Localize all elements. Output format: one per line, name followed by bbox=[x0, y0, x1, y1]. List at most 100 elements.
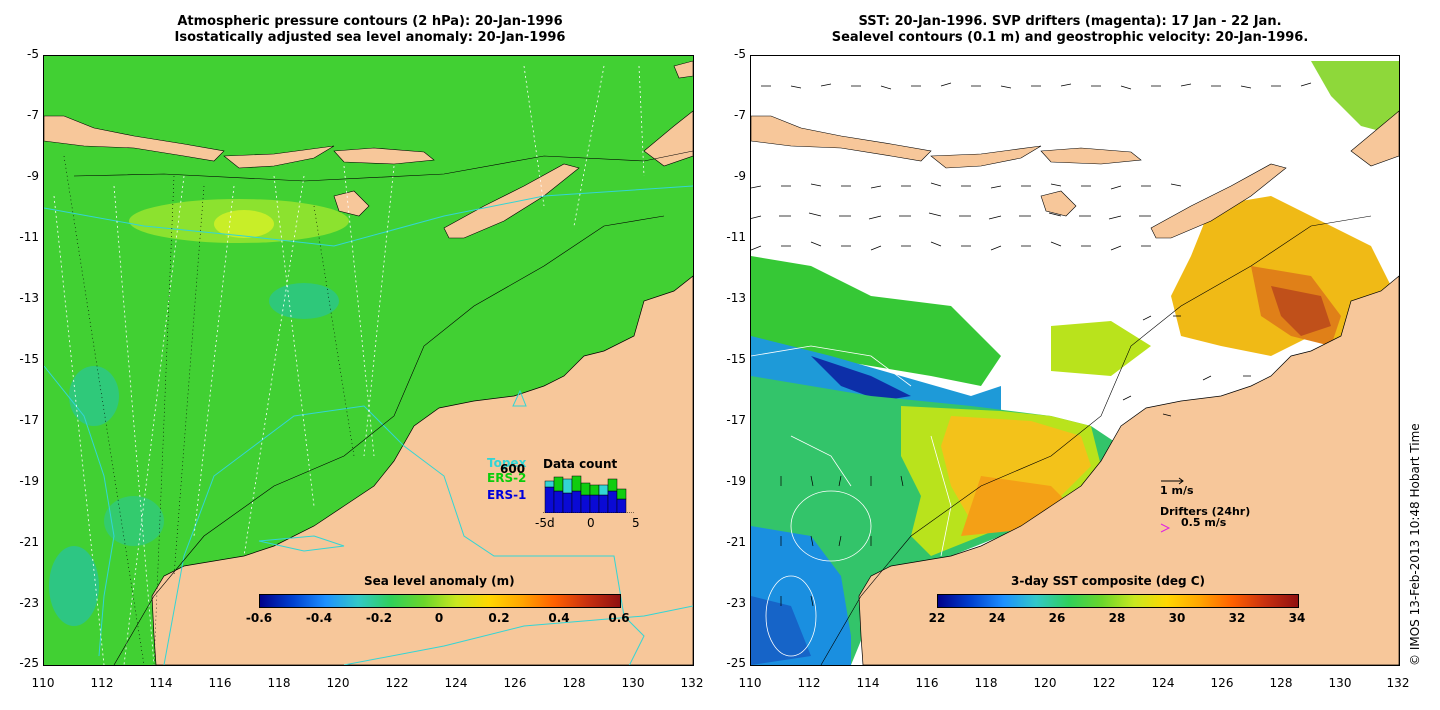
java-island bbox=[44, 115, 225, 162]
right-cbar-tick-5: 32 bbox=[1228, 611, 1246, 625]
left-cbar-tick-3: 0 bbox=[434, 611, 444, 625]
hist-tick-mid: 0 bbox=[587, 516, 595, 530]
right-xtick-11: 132 bbox=[1386, 676, 1410, 690]
left-ytick-0: -5 bbox=[27, 47, 39, 61]
right-xtick-7: 124 bbox=[1151, 676, 1175, 690]
left-xtick-5: 120 bbox=[326, 676, 350, 690]
left-ytick-6: -17 bbox=[19, 413, 39, 427]
left-ytick-1: -7 bbox=[27, 108, 39, 122]
right-xtick-5: 120 bbox=[1033, 676, 1057, 690]
sst-patch-mid-yellow bbox=[1051, 321, 1151, 376]
left-ytick-3: -11 bbox=[19, 230, 39, 244]
left-map-svg bbox=[44, 56, 693, 665]
left-title-line2: Isostatically adjusted sea level anomaly… bbox=[174, 30, 566, 45]
imos-credit: © IMOS 13-Feb-2013 10:48 Hobart Time bbox=[1408, 423, 1422, 666]
left-xtick-8: 126 bbox=[503, 676, 527, 690]
right-colorbar bbox=[937, 594, 1299, 608]
left-title: Atmospheric pressure contours (2 hPa): 2… bbox=[110, 14, 630, 46]
right-xtick-8: 126 bbox=[1210, 676, 1234, 690]
left-ytick-7: -19 bbox=[19, 474, 39, 488]
left-xtick-3: 116 bbox=[208, 676, 232, 690]
sumba-island bbox=[333, 190, 370, 217]
data-count-histogram bbox=[543, 475, 635, 513]
left-cbar-tick-2: -0.2 bbox=[365, 611, 393, 625]
left-ytick-2: -9 bbox=[27, 169, 39, 183]
right-map-svg bbox=[751, 56, 1399, 665]
anomaly-low-blob-1 bbox=[269, 283, 339, 319]
left-ytick-10: -25 bbox=[19, 656, 39, 670]
bali-lombok-island bbox=[223, 145, 335, 169]
right-cbar-tick-6: 34 bbox=[1288, 611, 1306, 625]
left-title-line1: Atmospheric pressure contours (2 hPa): 2… bbox=[177, 14, 563, 29]
right-cbar-tick-4: 30 bbox=[1168, 611, 1186, 625]
anomaly-low-blob-2 bbox=[69, 366, 119, 426]
right-ytick-8: -21 bbox=[726, 535, 746, 549]
right-xtick-6: 122 bbox=[1092, 676, 1116, 690]
pressure-contour-5 bbox=[343, 605, 693, 665]
north-east-island bbox=[673, 60, 693, 79]
legend-ers2: ERS-2 bbox=[487, 471, 527, 485]
velocity-scale-arrowhead bbox=[1178, 477, 1184, 485]
geostrophic-velocity-arrows bbox=[751, 82, 1312, 607]
right-ytick-3: -11 bbox=[726, 230, 746, 244]
timor-island bbox=[443, 163, 580, 239]
right-cbar-tick-2: 26 bbox=[1048, 611, 1066, 625]
satellite-tracks-dark bbox=[63, 155, 355, 665]
east-island bbox=[643, 110, 693, 167]
bali-lombok-island-right bbox=[930, 145, 1042, 169]
right-xtick-2: 114 bbox=[856, 676, 880, 690]
left-xtick-7: 124 bbox=[444, 676, 468, 690]
right-title-line2: Sealevel contours (0.1 m) and geostrophi… bbox=[831, 30, 1309, 45]
right-cbar-tick-0: 22 bbox=[928, 611, 946, 625]
left-map-panel: Topex 600 ERS-2 ERS-1 Data count -5d 0 bbox=[43, 55, 694, 666]
left-xtick-9: 128 bbox=[562, 676, 586, 690]
sumba-island-right bbox=[1040, 190, 1077, 217]
histogram-bars bbox=[544, 475, 627, 513]
right-cbar-tick-1: 24 bbox=[988, 611, 1006, 625]
left-xtick-0: 110 bbox=[31, 676, 55, 690]
right-ytick-2: -9 bbox=[734, 169, 746, 183]
left-cbar-tick-6: 0.6 bbox=[608, 611, 630, 625]
right-xtick-10: 130 bbox=[1328, 676, 1352, 690]
sea-level-contours bbox=[751, 345, 952, 657]
sst-patch-gulf-hottest bbox=[1271, 286, 1331, 336]
left-xtick-2: 114 bbox=[149, 676, 173, 690]
left-ytick-8: -21 bbox=[19, 535, 39, 549]
right-ytick-6: -17 bbox=[726, 413, 746, 427]
left-cbar-tick-5: 0.4 bbox=[548, 611, 570, 625]
sst-patch-ne-green bbox=[1311, 61, 1399, 136]
left-ytick-4: -13 bbox=[19, 291, 39, 305]
left-xtick-4: 118 bbox=[267, 676, 291, 690]
right-ytick-1: -7 bbox=[734, 108, 746, 122]
hist-tick-left: -5d bbox=[535, 516, 555, 530]
pressure-contour-1 bbox=[44, 185, 693, 247]
right-map-panel: 1 m/s Drifters (24hr) 0.5 m/s 3-day SST … bbox=[750, 55, 1400, 666]
pressure-contour-6 bbox=[512, 389, 527, 407]
right-xtick-3: 116 bbox=[915, 676, 939, 690]
australia-mainland bbox=[151, 275, 693, 665]
right-colorbar-label: 3-day SST composite (deg C) bbox=[1011, 574, 1206, 588]
left-cbar-tick-4: 0.2 bbox=[488, 611, 510, 625]
left-cbar-tick-1: -0.4 bbox=[305, 611, 333, 625]
hist-tick-right: 5 bbox=[632, 516, 640, 530]
sst-patch-blue bbox=[751, 336, 1001, 416]
left-ytick-9: -23 bbox=[19, 596, 39, 610]
left-xtick-6: 122 bbox=[385, 676, 409, 690]
isobath-shelf bbox=[113, 215, 665, 665]
right-ytick-0: -5 bbox=[734, 47, 746, 61]
drifter-scale-arrow bbox=[1160, 523, 1171, 533]
satellite-tracks bbox=[53, 65, 645, 665]
anomaly-low-blob-4 bbox=[104, 496, 164, 546]
isobath-north bbox=[73, 150, 693, 182]
flores-island-right bbox=[1040, 147, 1142, 165]
east-island-right bbox=[1350, 110, 1399, 167]
right-xtick-4: 118 bbox=[974, 676, 998, 690]
australia-mainland-right bbox=[858, 275, 1399, 665]
pressure-contour-4 bbox=[258, 535, 345, 552]
right-ytick-7: -19 bbox=[726, 474, 746, 488]
right-title-line1: SST: 20-Jan-1996. SVP drifters (magenta)… bbox=[858, 14, 1282, 29]
velocity-scale-label: 1 m/s bbox=[1160, 484, 1194, 497]
right-ytick-5: -15 bbox=[726, 352, 746, 366]
sst-patch-darkblue bbox=[811, 356, 911, 401]
pressure-contour-2 bbox=[44, 365, 115, 657]
